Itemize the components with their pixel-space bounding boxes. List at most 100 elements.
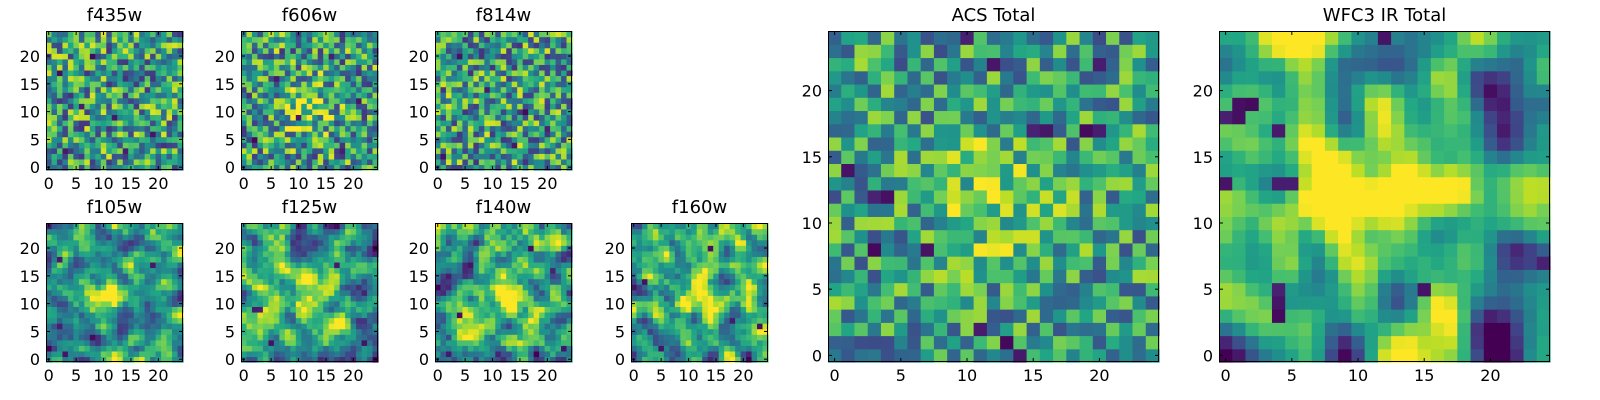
heatmap-cell [495,228,502,235]
heatmap-cell [317,147,324,154]
heatmap-cell [144,350,151,358]
heatmap-cell [246,356,253,363]
heatmap-cell [166,339,173,346]
heatmap-cell [111,228,118,235]
heatmap-cell [986,242,1001,257]
heatmap-cell [106,69,113,77]
heatmap-cell [350,239,357,246]
heatmap-cell [652,284,659,291]
heatmap-cell [106,31,113,38]
heatmap-cell [139,267,146,274]
heatmap-cell [166,284,173,291]
heatmap-cell [1106,216,1120,231]
heatmap-cell [986,256,1001,270]
heatmap-cell [89,69,96,77]
heatmap-cell [67,289,74,296]
heatmap-cell [51,164,58,171]
heatmap-cell [489,339,496,346]
heatmap-cell [339,228,346,235]
heatmap-cell [339,53,346,60]
heatmap-cell [345,131,352,138]
heatmap-cell [150,131,157,138]
heatmap-cell [566,295,573,302]
heatmap-cell [62,53,69,60]
heatmap-cell [356,97,363,104]
heatmap-cell [735,334,742,341]
heatmap-cell [301,164,308,171]
heatmap-cell [155,328,162,335]
heatmap-cell [155,261,162,269]
heatmap-cell [117,103,124,110]
heatmap-cell [707,261,714,269]
heatmap-cell [566,47,573,54]
heatmap-cell [533,97,540,104]
heatmap-cell [89,295,96,302]
heatmap-cell [328,245,335,252]
heatmap-cell [456,103,463,110]
heatmap-cell [172,142,179,149]
heatmap-cell [67,295,74,302]
heatmap-cell [295,86,302,93]
heatmap-cell [117,311,124,319]
heatmap-cell [445,228,453,235]
heatmap-cell [350,103,357,110]
heatmap-cell [500,356,507,363]
heatmap-cell [641,300,649,307]
heatmap-cell [150,86,157,93]
heatmap-cell [631,256,638,263]
heatmap-cell [166,267,173,274]
heatmap-cell [456,42,463,49]
heatmap-cell [306,92,313,99]
heatmap-cell [566,75,573,82]
heatmap-f814w: f814w 0 5 10 15 20 0 5 10 15 20 [409,5,573,193]
heatmap-cell [268,69,275,77]
heatmap-cell [462,64,469,71]
heatmap-cell [1066,163,1081,178]
heatmap-cell [117,64,124,71]
heatmap-cell [246,345,253,352]
heatmap-cell [652,228,659,235]
heatmap-cell [361,31,368,38]
heatmap-cell [89,47,96,54]
heatmap-cell [246,267,253,274]
heatmap-cell [696,339,703,346]
heatmap-cell [478,356,485,363]
heatmap-cell [177,267,184,274]
heatmap-cell [960,348,975,363]
heatmap-cell [685,289,692,296]
heatmap-cell [933,203,948,217]
heatmap-cell [51,114,58,121]
heatmap-cell [339,339,346,346]
heatmap-cell [489,97,496,104]
heatmap-cell [328,108,335,115]
heatmap-cell [67,300,74,307]
heatmap-cell [128,58,135,65]
heatmap-cell [111,31,118,38]
heatmap-cell [166,53,173,60]
heatmap-cell [295,75,302,82]
heatmap-cell [489,81,496,88]
heatmap-cell [312,323,319,330]
heatmap-cells [46,223,184,363]
heatmap-cell [718,345,725,352]
heatmap-cell [144,345,151,352]
heatmap-cell [246,119,253,127]
heatmap-cell [435,142,442,149]
heatmap-cell [161,142,168,149]
heatmap-cell [451,31,458,38]
heatmap-cell [284,42,291,49]
heatmap-cell [323,53,330,60]
heatmap-cell [713,267,720,274]
heatmap-cell [251,245,259,252]
heatmap-cell [246,42,253,49]
heatmap-cell [707,234,714,241]
heatmap-cell [111,289,118,296]
heatmap-cell [117,97,124,104]
heatmap-cell [62,81,69,88]
heatmap-cell [284,311,291,319]
heatmap-cell [251,267,259,274]
x-tick-label: 5 [71,174,81,193]
heatmap-cell [95,164,102,171]
heatmap-cell [273,339,280,346]
